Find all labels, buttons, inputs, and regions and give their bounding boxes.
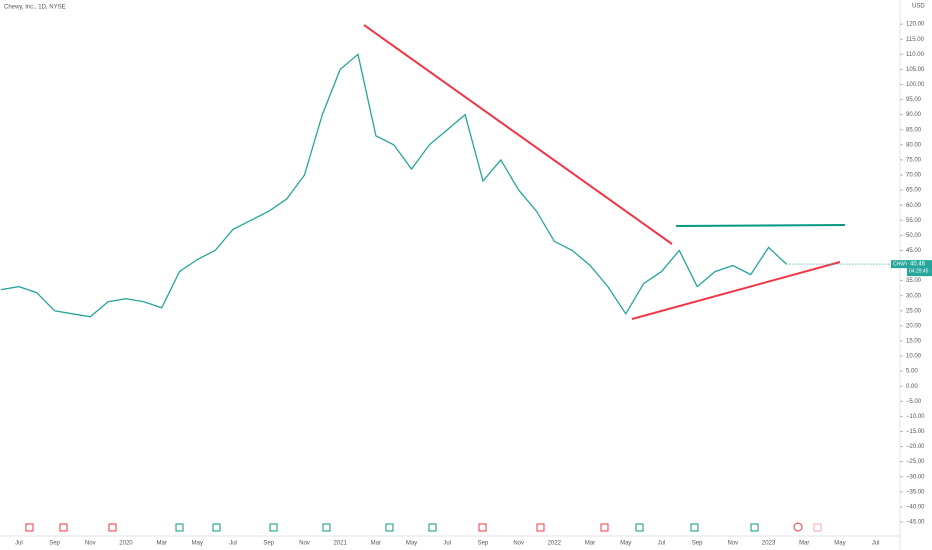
- x-tick-label: May: [834, 541, 845, 547]
- x-tick-label: Nov: [85, 541, 96, 547]
- y-tick-label: 95.00: [906, 97, 922, 103]
- y-tick-label: 105.00: [906, 67, 925, 73]
- earnings-icon: [428, 523, 437, 532]
- y-tick-label: −35.00: [906, 489, 925, 495]
- earnings-icon: [108, 523, 117, 532]
- y-tick-label: 45.00: [906, 248, 922, 254]
- trend-line-down: [363, 24, 673, 245]
- x-tick-label: Jul: [872, 541, 880, 547]
- y-tick-label: 0.00: [906, 384, 918, 390]
- y-tick-label: −40.00: [906, 504, 925, 510]
- y-tick-label: 70.00: [906, 173, 922, 179]
- x-tick-label: 2023: [762, 541, 776, 547]
- countdown-label: 04:29:45: [909, 268, 929, 274]
- price-label: 40.46: [910, 262, 926, 268]
- x-tick-label: Sep: [263, 541, 274, 547]
- y-tick-label: 85.00: [906, 127, 922, 133]
- y-tick-label: 90.00: [906, 112, 922, 118]
- y-tick-label: 60.00: [906, 203, 922, 209]
- earnings-icon: [536, 523, 545, 532]
- x-tick-label: 2020: [119, 541, 133, 547]
- resistance-line: [675, 224, 846, 227]
- x-tick-label: Sep: [49, 541, 60, 547]
- y-tick-label: −20.00: [906, 444, 925, 450]
- chart-title: Chewy, Inc., 1D, NYSE: [4, 5, 66, 11]
- y-tick-label: 100.00: [906, 82, 925, 88]
- x-tick-label: Jul: [15, 541, 23, 547]
- x-tick-label: 2021: [333, 541, 347, 547]
- x-tick-label: Nov: [299, 541, 310, 547]
- y-tick-label: −25.00: [906, 459, 925, 465]
- y-tick-label: −15.00: [906, 429, 925, 435]
- x-tick-label: May: [406, 541, 417, 547]
- y-tick-label: 50.00: [906, 233, 922, 239]
- y-tick-label: 120.00: [906, 22, 925, 28]
- earnings-icon: [212, 523, 221, 532]
- y-tick-label: 115.00: [906, 37, 925, 43]
- x-tick-label: Jul: [658, 541, 666, 547]
- y-tick-label: 55.00: [906, 218, 922, 224]
- earnings-icon: [59, 523, 68, 532]
- earnings-icon: [385, 523, 394, 532]
- earnings-icon: [175, 523, 184, 532]
- earnings-markers: [25, 522, 822, 532]
- x-tick-label: May: [192, 541, 203, 547]
- earnings-icon: [750, 523, 759, 532]
- y-tick-label: 30.00: [906, 293, 922, 299]
- y-tick-label: 80.00: [906, 142, 922, 148]
- price-tag: [907, 260, 932, 277]
- earnings-icon: [322, 523, 331, 532]
- y-tick-label: 110.00: [906, 52, 925, 58]
- x-tick-label: Sep: [478, 541, 489, 547]
- earnings-icon: [600, 523, 609, 532]
- x-tick-label: Nov: [513, 541, 524, 547]
- earnings-icon: [813, 523, 822, 532]
- y-tick-label: 65.00: [906, 188, 922, 194]
- x-tick-label: Sep: [692, 541, 703, 547]
- x-tick-label: Jul: [229, 541, 237, 547]
- x-tick-label: 2022: [548, 541, 562, 547]
- earnings-icon: [269, 523, 278, 532]
- y-tick-label: 25.00: [906, 308, 922, 314]
- earnings-icon: [25, 523, 34, 532]
- symbol-label: CHWY: [893, 261, 909, 267]
- x-tick-label: Nov: [728, 541, 739, 547]
- y-tick-label: −45.00: [906, 520, 925, 526]
- y-tick-label: 10.00: [906, 354, 922, 360]
- y-tick-label: −5.00: [906, 399, 922, 405]
- y-tick-label: −10.00: [906, 414, 925, 420]
- y-tick-label: 75.00: [906, 157, 922, 163]
- trend-line-up: [631, 261, 841, 320]
- y-tick-label: 20.00: [906, 323, 922, 329]
- earnings-icon: [478, 523, 487, 532]
- earnings-icon: [635, 523, 644, 532]
- y-tick-label: 5.00: [906, 369, 918, 375]
- event-icon: [793, 522, 803, 532]
- symbol-tag: [891, 260, 907, 269]
- x-tick-label: May: [620, 541, 631, 547]
- x-tick-label: Jul: [443, 541, 451, 547]
- earnings-icon: [690, 523, 699, 532]
- x-tick-label: Mar: [585, 541, 595, 547]
- x-tick-label: Mar: [371, 541, 381, 547]
- x-tick-label: Mar: [799, 541, 809, 547]
- price-line: [0, 53, 787, 318]
- y-tick-label: −30.00: [906, 474, 925, 480]
- y-tick-label: 35.00: [906, 278, 922, 284]
- currency-label: USD: [912, 4, 925, 10]
- y-tick-label: 15.00: [906, 339, 922, 345]
- x-tick-label: Mar: [156, 541, 166, 547]
